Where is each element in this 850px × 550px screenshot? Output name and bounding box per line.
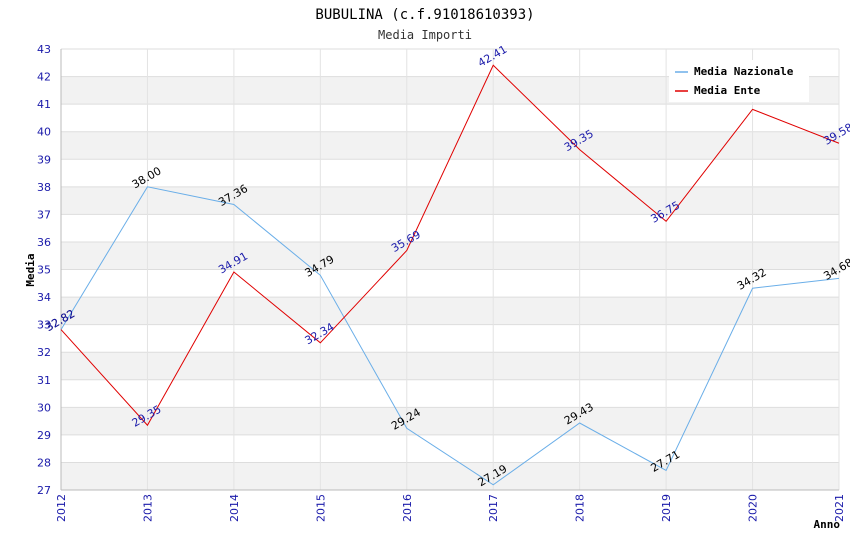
x-tick-label: 2015 (314, 494, 327, 522)
grid-band (61, 186, 839, 215)
y-tick-label: 31 (37, 374, 51, 387)
grid-band (61, 104, 839, 132)
y-ticks: 27 28 29 30 31 32 33 34 35 36 37 38 39 40 41 42 43 (37, 43, 51, 497)
grid-band (61, 269, 839, 298)
legend-label-nazionale: Media Nazionale (694, 65, 794, 78)
grid-bands (61, 49, 839, 490)
chart-subtitle: Media Importi (378, 28, 472, 42)
y-tick-label: 32 (37, 346, 51, 359)
legend-label-ente: Media Ente (694, 84, 761, 97)
x-tick-label: 2016 (401, 494, 414, 522)
y-tick-label: 27 (37, 484, 51, 497)
x-tick-label: 2013 (141, 494, 154, 522)
y-tick-label: 38 (37, 181, 51, 194)
grid-band (61, 407, 839, 435)
x-tick-label: 2020 (747, 494, 760, 522)
grid-band (61, 352, 839, 380)
y-tick-label: 36 (37, 236, 51, 249)
grid-band (61, 159, 839, 187)
y-tick-label: 29 (37, 429, 51, 442)
x-tick-label: 2018 (574, 494, 587, 522)
grid-band (61, 214, 839, 242)
series-group (60, 64, 840, 486)
y-tick-label: 41 (37, 98, 51, 111)
x-ticks: 2012 2013 2014 2015 2016 2017 2018 2019 2020 2021 (55, 494, 846, 522)
legend: Media Nazionale Media Ente (669, 60, 809, 102)
y-tick-label: 28 (37, 456, 51, 469)
grid-band (61, 241, 839, 270)
grid-band (61, 131, 839, 160)
x-tick-label: 2021 (833, 494, 846, 522)
y-tick-label: 42 (37, 71, 51, 84)
y-tick-label: 35 (37, 264, 51, 277)
x-tick-label: 2019 (660, 494, 673, 522)
grid-lines (60, 48, 840, 491)
chart-title: BUBULINA (c.f.91018610393) (315, 7, 534, 23)
series-line-ente (60, 64, 840, 427)
y-axis-label: Media (24, 253, 37, 286)
x-tick-label: 2017 (487, 494, 500, 522)
y-tick-label: 34 (37, 291, 51, 304)
grid-band (61, 434, 839, 463)
legend-box (669, 60, 809, 102)
grid-band (61, 462, 839, 490)
y-tick-label: 37 (37, 208, 51, 221)
y-tick-label: 33 (37, 319, 51, 332)
grid-band (61, 297, 839, 325)
grid-band (61, 379, 839, 408)
series-line-nazionale (60, 186, 840, 486)
y-tick-label: 43 (37, 43, 51, 56)
x-tick-label: 2014 (228, 494, 241, 522)
x-axis-label: Anno (814, 518, 841, 531)
y-tick-label: 39 (37, 153, 51, 166)
x-tick-label: 2012 (55, 494, 68, 522)
y-tick-label: 30 (37, 401, 51, 414)
y-tick-label: 40 (37, 126, 51, 139)
grid-band (61, 324, 839, 353)
